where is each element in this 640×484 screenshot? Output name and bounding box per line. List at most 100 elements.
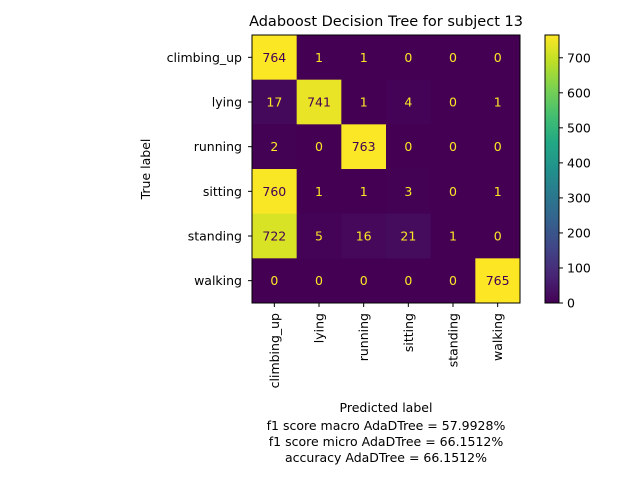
cell-value-label: 0 — [449, 95, 457, 110]
heatmap-cell — [341, 258, 387, 304]
heatmap-cell — [430, 258, 476, 304]
heatmap-cell — [252, 258, 298, 304]
y-tick-label: sitting — [203, 184, 242, 199]
cell-value-labels: 764 1 1 0 0 0 17 741 1 4 0 1 2 0 763 0 0 0 760 1 1 3 0 1 722 5 16 2… — [262, 50, 509, 288]
cell-value-label: 5 — [315, 229, 323, 244]
heatmap-cell — [296, 169, 342, 215]
cell-value-label: 0 — [404, 273, 412, 288]
cell-value-label: 1 — [315, 50, 323, 65]
colorbar-tick-label: 500 — [567, 120, 591, 135]
cell-value-label: 2 — [270, 139, 278, 154]
cell-value-label: 1 — [360, 184, 368, 199]
x-tick-label: standing — [446, 313, 461, 367]
heatmap-cell — [341, 79, 387, 125]
x-axis-label: Predicted label — [340, 400, 433, 415]
heatmap-cell — [252, 79, 298, 125]
y-tick-label: walking — [194, 273, 242, 288]
heatmap-cell — [475, 35, 521, 81]
colorbar-tick-label: 400 — [567, 155, 591, 170]
x-tick-label: sitting — [401, 313, 416, 352]
heatmap-cell — [475, 124, 521, 170]
cell-value-label: 765 — [486, 273, 510, 288]
heatmap-cell — [386, 124, 432, 170]
cell-value-label: 763 — [352, 139, 376, 154]
cell-value-label: 0 — [404, 50, 412, 65]
accuracy-label: accuracy AdaDTree = 66.1512% — [285, 450, 487, 465]
heatmap-cell — [341, 35, 387, 81]
heatmap-cell — [430, 35, 476, 81]
heatmap-cell — [475, 213, 521, 259]
cell-value-label: 1 — [494, 184, 502, 199]
cell-value-label: 4 — [404, 95, 412, 110]
heatmap-cell — [252, 124, 298, 170]
heatmap-cell — [341, 169, 387, 215]
x-tick-label: running — [356, 313, 371, 361]
heatmap-cell — [430, 213, 476, 259]
plot-frame — [251, 34, 521, 304]
cell-value-label: 722 — [262, 229, 286, 244]
cell-value-label: 0 — [449, 184, 457, 199]
heatmap-cell — [386, 258, 432, 304]
heatmap-cell — [386, 35, 432, 81]
heatmap-cell — [296, 213, 342, 259]
colorbar-tick-label: 0 — [567, 296, 575, 311]
cell-value-label: 17 — [266, 95, 282, 110]
cell-value-label: 0 — [494, 50, 502, 65]
colorbar — [544, 34, 560, 304]
heatmap-cell — [430, 124, 476, 170]
heatmap-cell — [475, 169, 521, 215]
cell-value-label: 1 — [360, 50, 368, 65]
heatmap-cell — [296, 35, 342, 81]
colorbar-tick-label: 600 — [567, 85, 591, 100]
cell-value-label: 0 — [494, 139, 502, 154]
cell-value-label: 764 — [262, 50, 286, 65]
y-tick-label: running — [194, 139, 242, 154]
heatmap-cell — [252, 169, 298, 215]
heatmap-cells — [252, 35, 521, 304]
heatmap-cell — [296, 79, 342, 125]
colorbar-tick-label: 200 — [567, 225, 591, 240]
heatmap-cell — [386, 169, 432, 215]
heatmap-cell — [430, 79, 476, 125]
cell-value-label: 0 — [449, 50, 457, 65]
heatmap-cell — [386, 79, 432, 125]
heatmap-cell — [341, 213, 387, 259]
heatmap-cell — [386, 213, 432, 259]
cell-value-label: 3 — [404, 184, 412, 199]
heatmap-cell — [341, 124, 387, 170]
cell-value-label: 0 — [494, 229, 502, 244]
cell-value-label: 0 — [270, 273, 278, 288]
heatmap-cell — [430, 169, 476, 215]
colorbar-tick-label: 700 — [567, 50, 591, 65]
cell-value-label: 16 — [356, 229, 372, 244]
cell-value-label: 760 — [262, 184, 286, 199]
cell-value-label: 0 — [315, 273, 323, 288]
cell-value-label: 0 — [449, 139, 457, 154]
cell-value-label: 1 — [315, 184, 323, 199]
cell-value-label: 1 — [360, 95, 368, 110]
colorbar-tick-label: 100 — [567, 260, 591, 275]
heatmap-cell — [252, 35, 298, 81]
colorbar-ticks: 0 100 200 300 400 500 600 700 — [559, 50, 591, 311]
heatmap-cell — [296, 124, 342, 170]
heatmap-cell — [296, 258, 342, 304]
x-tick-label: walking — [490, 313, 505, 361]
f1-micro-label: f1 score micro AdaDTree = 66.1512% — [268, 434, 504, 449]
heatmap-cell — [475, 258, 521, 304]
y-tick-label: lying — [212, 95, 242, 110]
y-tick-label: standing — [188, 229, 242, 244]
cell-value-label: 741 — [307, 95, 331, 110]
y-tick-label: climbing_up — [167, 50, 242, 65]
x-tick-label: lying — [312, 313, 327, 343]
cell-value-label: 0 — [315, 139, 323, 154]
x-tick-labels: climbing_up lying running sitting standing wa… — [267, 303, 505, 388]
heatmap-cell — [252, 213, 298, 259]
colorbar-tick-label: 300 — [567, 190, 591, 205]
cell-value-label: 1 — [449, 229, 457, 244]
heatmap-cell — [475, 79, 521, 125]
x-tick-label: climbing_up — [267, 313, 282, 388]
cell-value-label: 0 — [449, 273, 457, 288]
